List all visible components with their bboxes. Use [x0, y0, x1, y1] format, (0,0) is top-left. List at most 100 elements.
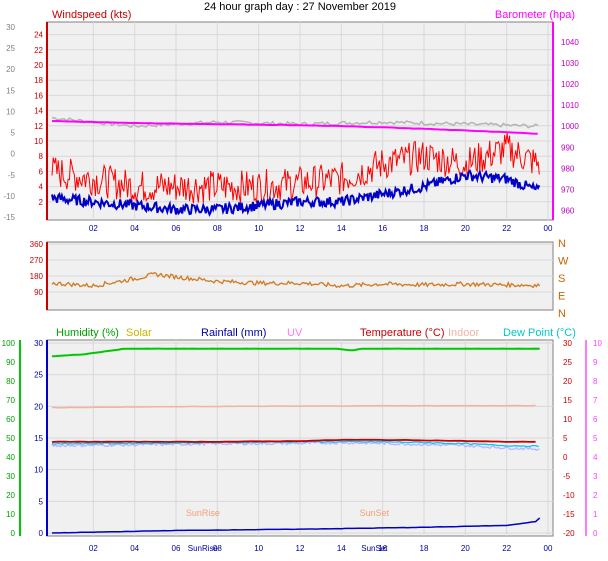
y-tick-label-outer: 10: [6, 107, 15, 116]
y-tick-label-humidity: 100: [2, 339, 16, 348]
y-tick-label-wind: 24: [34, 31, 43, 40]
y-tick-label-baro: 960: [561, 207, 575, 216]
y-tick-label-wind: 2: [39, 198, 44, 207]
y-tick-label-baro: 1040: [561, 38, 579, 47]
y-tick-label-outer: 20: [6, 65, 15, 74]
y-tick-label-temp: -5: [563, 472, 571, 481]
x-tick-label: 20: [461, 224, 470, 233]
y-tick-label-uv: 6: [593, 415, 598, 424]
y-tick-label-wind: 14: [34, 107, 43, 116]
barometer-label: Barometer (hpa): [495, 9, 575, 21]
y-tick-label-wind: 16: [34, 91, 43, 100]
y-tick-label-direction: 90: [34, 288, 43, 297]
sunset-axis-label: SunSet: [361, 544, 388, 553]
y-tick-label-rain: 25: [34, 371, 43, 380]
compass-label: S: [558, 273, 565, 285]
x-tick-label: 14: [337, 224, 346, 233]
legend-rainfall: Rainfall (mm): [201, 327, 266, 339]
x-tick-label: 00: [544, 224, 553, 233]
y-tick-label-temp: -15: [563, 510, 575, 519]
axes: 0202040406060808101012121414161618182020…: [2, 22, 603, 553]
y-tick-label-temp: 5: [563, 434, 568, 443]
x-tick-label: 16: [378, 544, 387, 553]
x-tick-label: 18: [420, 224, 429, 233]
compass-label: N: [558, 308, 566, 320]
x-tick-label: 12: [296, 544, 305, 553]
y-tick-label-wind: 6: [39, 167, 44, 176]
x-tick-label: 06: [172, 224, 181, 233]
y-tick-label-baro: 970: [561, 186, 575, 195]
y-tick-label-baro: 1000: [561, 122, 579, 131]
y-tick-label-humidity: 10: [6, 510, 15, 519]
y-tick-label-direction: 180: [30, 272, 44, 281]
y-tick-label-uv: 9: [593, 358, 598, 367]
y-tick-label-outer: -15: [3, 213, 15, 222]
y-tick-label-outer: -10: [3, 192, 15, 201]
x-tick-label: 02: [89, 224, 98, 233]
sunset-label: SunSet: [360, 508, 390, 518]
y-tick-label-baro: 1030: [561, 59, 579, 68]
humidity-line: [51, 347, 540, 358]
y-tick-label-temp: -20: [563, 529, 575, 538]
y-tick-label-direction: 360: [30, 240, 44, 249]
x-tick-label: 12: [296, 224, 305, 233]
y-tick-label-direction: 270: [30, 256, 44, 265]
chart-title: 24 hour graph day : 27 November 2019: [204, 1, 396, 13]
compass-label: N: [558, 238, 566, 250]
y-tick-label-outer: 30: [6, 23, 15, 32]
y-tick-label-humidity: 80: [6, 377, 15, 386]
x-tick-label: 04: [130, 224, 139, 233]
y-tick-label-humidity: 60: [6, 415, 15, 424]
windspeed-line: [51, 169, 541, 218]
axis-labels: 0202040406060808101012121414161618182020…: [2, 23, 603, 553]
x-tick-label: 20: [461, 544, 470, 553]
y-tick-label-baro: 990: [561, 143, 575, 152]
y-tick-label-humidity: 90: [6, 358, 15, 367]
y-tick-label-wind: 4: [39, 183, 44, 192]
y-tick-label-rain: 15: [34, 434, 43, 443]
x-tick-label: 08: [213, 544, 222, 553]
y-tick-label-wind: 8: [39, 152, 44, 161]
y-tick-label-uv: 4: [593, 453, 598, 462]
climate-series: [51, 347, 541, 534]
y-tick-label-uv: 1: [593, 510, 598, 519]
x-tick-label: 22: [502, 544, 511, 553]
y-tick-label-outer: 15: [6, 86, 15, 95]
y-tick-label-uv: 0: [593, 529, 598, 538]
x-tick-label: 10: [254, 544, 263, 553]
wind-direction-line: [51, 271, 541, 289]
x-tick-label: 18: [420, 544, 429, 553]
sunrise-label: SunRise: [186, 508, 220, 518]
compass-label: W: [558, 256, 569, 268]
direction-series: [51, 271, 541, 289]
y-tick-label-temp: 30: [563, 339, 572, 348]
y-tick-label-uv: 8: [593, 377, 598, 386]
y-tick-label-outer: 25: [6, 44, 15, 53]
x-tick-label: 14: [337, 544, 346, 553]
y-tick-label-baro: 1010: [561, 101, 579, 110]
y-tick-label-temp: -10: [563, 491, 575, 500]
y-tick-label-outer: -5: [8, 171, 16, 180]
y-tick-label-wind: 10: [34, 137, 43, 146]
x-tick-label: 08: [213, 224, 222, 233]
x-tick-label: 02: [89, 544, 98, 553]
y-tick-label-humidity: 0: [11, 529, 16, 538]
y-tick-label-wind: 22: [34, 46, 43, 55]
y-tick-label-wind: 18: [34, 76, 43, 85]
compass-label: E: [558, 291, 565, 303]
x-tick-label: 04: [130, 544, 139, 553]
y-tick-label-uv: 2: [593, 491, 598, 500]
y-tick-label-temp: 0: [563, 453, 568, 462]
indoor-line: [51, 404, 536, 409]
x-tick-label: 22: [502, 224, 511, 233]
y-tick-label-outer: 5: [11, 129, 16, 138]
y-tick-label-outer: 0: [11, 150, 16, 159]
y-tick-label-temp: 10: [563, 415, 572, 424]
legend-uv: UV: [287, 327, 303, 339]
legend-temperature: Temperature (°C): [360, 327, 444, 339]
y-tick-label-baro: 1020: [561, 80, 579, 89]
y-tick-label-humidity: 30: [6, 472, 15, 481]
y-tick-label-wind: 12: [34, 122, 43, 131]
gust-line: [51, 133, 540, 204]
x-tick-label: 16: [378, 224, 387, 233]
